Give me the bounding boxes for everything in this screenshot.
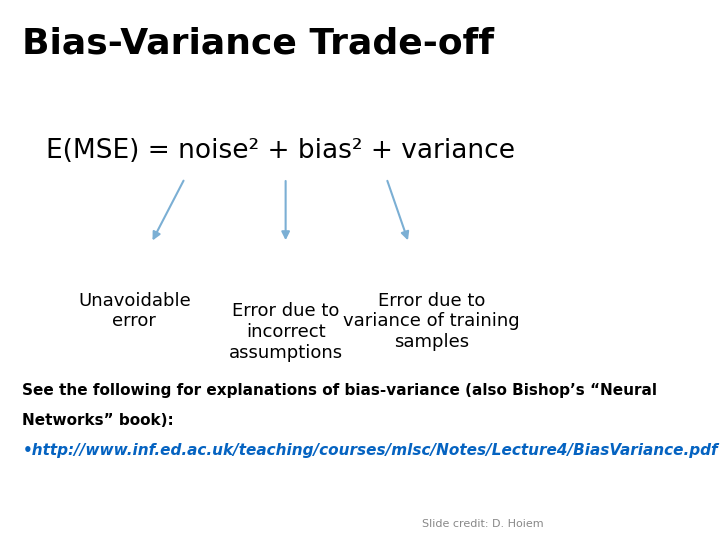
Text: E(MSE) = noise² + bias² + variance: E(MSE) = noise² + bias² + variance — [45, 138, 515, 164]
Text: Error due to
incorrect
assumptions: Error due to incorrect assumptions — [228, 302, 343, 362]
Text: Error due to
variance of training
samples: Error due to variance of training sample… — [343, 292, 520, 351]
Text: Unavoidable
error: Unavoidable error — [78, 292, 191, 330]
Text: Networks” book):: Networks” book): — [22, 413, 174, 428]
Text: •http://www.inf.ed.ac.uk/teaching/courses/mlsc/Notes/Lecture4/BiasVariance.pdf: •http://www.inf.ed.ac.uk/teaching/course… — [22, 443, 718, 458]
Text: See the following for explanations of bias-variance (also Bishop’s “Neural: See the following for explanations of bi… — [22, 383, 657, 399]
Text: Bias-Variance Trade-off: Bias-Variance Trade-off — [22, 27, 495, 61]
Text: Slide credit: D. Hoiem: Slide credit: D. Hoiem — [422, 519, 544, 529]
